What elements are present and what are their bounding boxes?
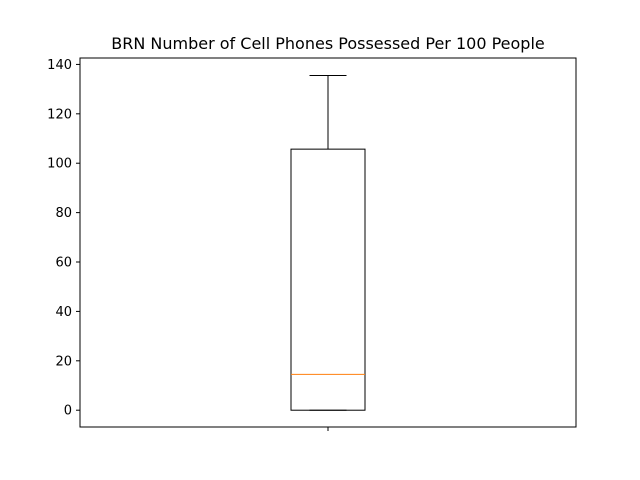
chart-title: BRN Number of Cell Phones Possessed Per … [111,34,545,53]
y-tick-label: 80 [55,206,72,221]
y-tick-label: 20 [55,354,72,369]
y-tick-label: 0 [64,404,72,419]
y-tick-label: 140 [47,58,72,73]
y-tick-label: 120 [47,107,72,122]
y-tick-label: 60 [55,256,72,271]
axes-frame [79,57,577,428]
y-tick-label: 40 [55,305,72,320]
y-tick-label: 100 [47,157,72,172]
box-iqr [290,148,366,411]
y-axis: 0 20 40 60 80 100 120 140 [47,58,80,419]
plot-area [290,75,366,411]
